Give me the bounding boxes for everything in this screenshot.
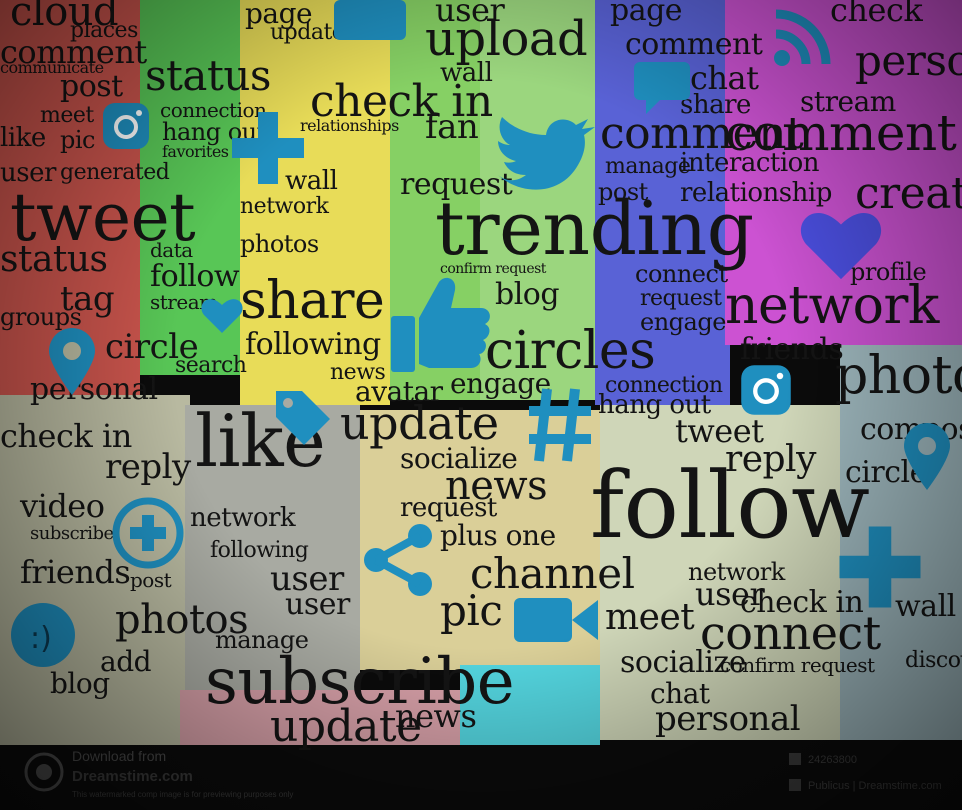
word: personal [855,36,962,85]
map-pin-icon [49,328,95,395]
word: friends [740,332,844,367]
word: personal [655,699,801,739]
word: reply [105,447,191,487]
map-pin-icon [904,423,950,490]
word: comment [725,104,957,162]
word: status [145,51,271,100]
word: share [240,271,385,331]
site-name: Dreamstime.com [72,768,193,785]
word: fan [425,107,479,147]
camera-icon [334,0,406,40]
word: confirm request [720,653,875,677]
word: like [0,123,46,153]
word: post [598,178,648,206]
word: network [725,276,939,336]
watermark-footer: Download from Dreamstime.com This waterm… [0,742,962,810]
word: network [240,194,329,219]
word: plus one [440,519,556,552]
word: news [395,697,477,735]
fineprint: This watermarked comp image is for previ… [72,790,294,799]
word: comment [625,27,763,62]
word: status [0,239,108,280]
word: connect [635,260,728,288]
svg-text::): :) [30,621,52,656]
word: request [640,286,722,311]
heart-icon [201,299,243,333]
photographer-credit: Publicus | Dreamstime.com [808,780,942,792]
photographer-icon [789,779,801,791]
word: wall [440,58,493,88]
word: blog [495,277,560,312]
instagram-icon [741,365,791,415]
word: page [610,0,683,28]
word: follow [590,452,870,559]
twitter-bird-icon [498,117,595,190]
word: video [20,487,105,525]
plus-icon [232,112,304,184]
word: upload [425,11,588,67]
word: favorites [162,142,229,161]
rss-icon [774,9,831,66]
word: engage [640,308,726,336]
word: relationship [680,178,832,208]
id-icon [789,753,801,765]
smiley-icon: :) [11,603,75,667]
word: post [60,69,123,104]
word: photo [835,346,962,406]
word: check [830,0,923,29]
word: request [400,493,497,523]
download-label: Download from [72,748,167,764]
plus-icon [839,526,921,608]
word: meet [40,103,94,128]
tag-icon [276,391,330,445]
thumbs-up-icon [391,277,490,372]
share-icon [364,524,432,596]
speech-bubble-icon [634,62,690,114]
dreamstime-logo-icon [24,752,64,792]
word: data [150,238,193,262]
word: update [340,396,499,450]
word: pic [60,126,95,154]
word: network [190,503,296,533]
word: search [175,353,247,378]
word: relationships [300,116,399,135]
plus-circle-icon [112,497,184,569]
word: photos [240,230,319,258]
instagram-icon [103,103,149,149]
word: following [245,327,381,362]
word: follow [150,259,240,294]
word: blog [50,667,110,700]
image-id: 24263800 [808,754,857,766]
word: discover [905,648,962,673]
word: manage [605,154,691,179]
word: pic [440,586,503,635]
word: meet [605,597,695,638]
video-camera-icon [514,598,598,642]
word: user [285,587,350,622]
heart-icon [800,212,882,280]
word: subscribe [30,523,114,544]
hashtag-icon [529,388,591,462]
word: post [130,568,172,592]
